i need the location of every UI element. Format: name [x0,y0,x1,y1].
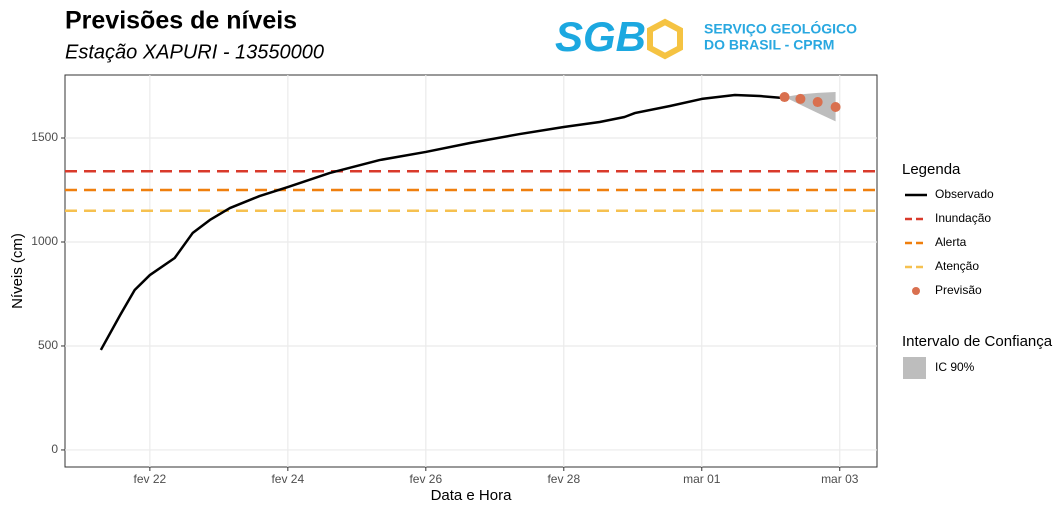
logo-name: DO BRASIL - CPRM [704,37,834,53]
x-tick-label: mar 03 [821,472,859,486]
legend-label: Previsão [935,283,982,297]
x-tick-label: fev 26 [409,472,442,486]
x-tick-label: mar 01 [683,472,721,486]
forecast-point [779,92,790,103]
legend-label: Inundação [935,211,991,225]
y-tick-label: 0 [51,442,58,456]
legend-label: Atenção [935,259,979,273]
logo: SGB SERVIÇO GEOLÓGICO DO BRASIL - CPRM [555,13,857,60]
y-tick-label: 500 [38,338,58,352]
chart-subtitle: Estação XAPURI - 13550000 [65,41,324,63]
legend-title: Intervalo de Confiança [902,333,1053,350]
forecast-point [812,97,823,108]
logo-hexagon [647,18,683,60]
legend-label: IC 90% [935,360,975,374]
x-tick-label: fev 22 [134,472,167,486]
y-axis-title: Níveis (cm) [9,233,26,309]
series-line [99,93,785,351]
forecast-point [830,102,841,113]
x-axis-title: Data e Hora [431,487,513,504]
plot-layer [65,75,877,467]
logo-name: SERVIÇO GEOLÓGICO [704,20,857,37]
y-tick-label: 1500 [31,130,58,144]
legend-key [912,287,920,295]
logo-mark: SGB [555,13,646,60]
x-tick-label: fev 28 [547,472,580,486]
plot-panel [64,74,878,468]
forecast-point [795,93,806,104]
y-tick-label: 1000 [31,234,58,248]
legend-title: Legenda [902,161,961,178]
legend-label: Observado [935,187,994,201]
chart-title: Previsões de níveis [65,7,297,35]
x-tick-label: fev 24 [271,472,304,486]
legend-label: Alerta [935,235,967,249]
legend-key [903,357,926,379]
